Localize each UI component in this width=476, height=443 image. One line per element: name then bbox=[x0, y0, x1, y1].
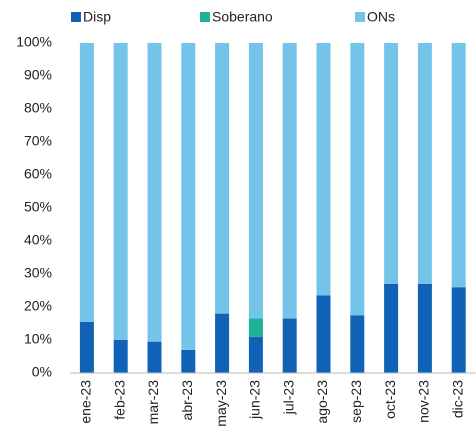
bar-segment bbox=[282, 318, 297, 373]
x-tick-label: may-23 bbox=[213, 380, 229, 427]
bar-segment bbox=[384, 283, 399, 373]
bar-segment bbox=[282, 43, 297, 319]
x-tick-label: oct-23 bbox=[382, 380, 398, 419]
x-tick-label: abr-23 bbox=[179, 380, 195, 421]
bar-segment bbox=[451, 287, 466, 373]
x-tick-label: jul-23 bbox=[280, 380, 296, 415]
y-tick-label: 0% bbox=[32, 364, 52, 380]
y-tick-label: 30% bbox=[24, 265, 52, 281]
bar-segment bbox=[417, 283, 432, 373]
bar-segment bbox=[248, 43, 263, 319]
x-tick-label: nov-23 bbox=[416, 380, 432, 423]
x-tick-label: jun-23 bbox=[247, 380, 263, 420]
y-tick-label: 90% bbox=[24, 67, 52, 83]
legend-label: ONs bbox=[367, 9, 395, 25]
legend-swatch bbox=[355, 12, 365, 22]
y-tick-label: 60% bbox=[24, 166, 52, 182]
bar-segment bbox=[113, 340, 128, 373]
bar-segment bbox=[215, 43, 230, 314]
bar-segment bbox=[215, 313, 230, 373]
y-tick-label: 70% bbox=[24, 133, 52, 149]
x-tick-label: sep-23 bbox=[348, 380, 364, 423]
y-tick-label: 20% bbox=[24, 298, 52, 314]
bar-segment bbox=[417, 43, 432, 284]
bar-segment bbox=[384, 43, 399, 284]
bar-segment bbox=[113, 43, 128, 340]
bar-segment bbox=[350, 43, 365, 316]
y-tick-label: 10% bbox=[24, 331, 52, 347]
y-tick-label: 80% bbox=[24, 100, 52, 116]
x-tick-label: ago-23 bbox=[314, 380, 330, 424]
legend-label: Disp bbox=[83, 9, 111, 25]
x-tick-label: ene-23 bbox=[78, 380, 94, 424]
legend-swatch bbox=[71, 12, 81, 22]
bar-segment bbox=[147, 43, 162, 342]
y-tick-label: 100% bbox=[16, 34, 52, 50]
bar-segment bbox=[316, 295, 331, 373]
legend-label: Soberano bbox=[212, 9, 273, 25]
bar-segment bbox=[316, 43, 331, 296]
bar-segment bbox=[181, 349, 196, 373]
x-tick-label: mar-23 bbox=[145, 380, 161, 425]
y-tick-label: 50% bbox=[24, 199, 52, 215]
bar-segment bbox=[147, 341, 162, 373]
y-tick-label: 40% bbox=[24, 232, 52, 248]
bar-segment bbox=[79, 321, 94, 373]
x-tick-label: feb-23 bbox=[111, 380, 127, 420]
legend-swatch bbox=[200, 12, 210, 22]
x-tick-label: dic-23 bbox=[449, 380, 465, 418]
bar-segment bbox=[451, 43, 466, 288]
bar-segment bbox=[248, 318, 263, 337]
bar-segment bbox=[248, 336, 263, 373]
bar-segment bbox=[181, 43, 196, 350]
bar-segment bbox=[350, 315, 365, 373]
bar-segment bbox=[79, 43, 94, 322]
